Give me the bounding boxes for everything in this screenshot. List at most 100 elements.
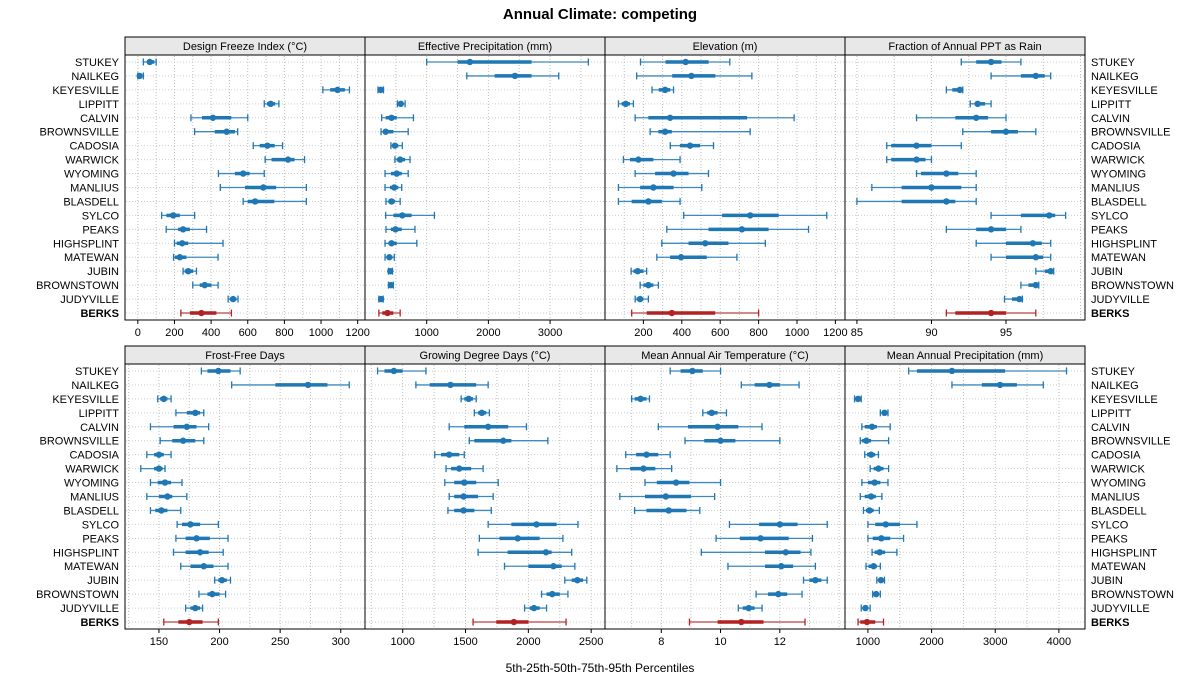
median-dot — [987, 58, 995, 66]
median-dot — [881, 409, 888, 417]
median-dot — [757, 535, 764, 542]
median-dot — [782, 549, 789, 556]
median-dot — [399, 212, 406, 219]
station-label-right: CADOSIA — [1091, 450, 1141, 462]
median-dot — [179, 437, 187, 444]
median-dot — [514, 535, 521, 542]
station-label-left: MATEWAN — [64, 252, 119, 264]
median-dot — [987, 226, 995, 233]
station-label-left: CALVIN — [80, 113, 119, 125]
panel-title: Mean Annual Air Temperature (°C) — [641, 350, 808, 362]
median-dot — [746, 212, 754, 219]
median-dot — [1002, 128, 1010, 135]
median-dot — [812, 576, 819, 584]
median-dot — [542, 549, 550, 556]
station-label-right: CALVIN — [1091, 113, 1130, 125]
median-dot — [1046, 212, 1053, 219]
median-dot — [956, 86, 963, 94]
median-dot — [264, 142, 271, 149]
median-dot — [677, 254, 685, 261]
station-label-left: LIPPITT — [79, 408, 120, 420]
station-label-right: STUKEY — [1091, 57, 1136, 69]
median-dot — [862, 604, 869, 612]
station-label-left: STUKEY — [75, 366, 120, 378]
median-dot — [229, 295, 237, 303]
median-dot — [239, 170, 247, 177]
station-label-right: JUDYVILLE — [1091, 603, 1150, 615]
x-tick-label: 600 — [711, 327, 729, 339]
x-tick-label: 200 — [210, 636, 228, 648]
station-label-right: BERKS — [1091, 308, 1130, 320]
median-dot — [390, 367, 398, 375]
station-label-left: MANLIUS — [70, 183, 119, 195]
median-dot — [530, 604, 538, 612]
median-dot — [643, 451, 650, 458]
median-dot — [192, 409, 199, 417]
median-dot — [478, 409, 486, 417]
median-dot — [445, 451, 453, 458]
median-dot — [465, 395, 472, 403]
x-tick-label: 250 — [271, 636, 289, 648]
median-dot — [183, 423, 191, 430]
station-label-left: STUKEY — [75, 57, 120, 69]
median-dot — [550, 563, 557, 570]
station-label-left: HIGHSPLINT — [53, 547, 119, 559]
station-label-right: MATEWAN — [1091, 561, 1146, 573]
median-dot — [161, 479, 169, 486]
median-dot — [209, 114, 217, 121]
panel-title: Effective Precipitation (mm) — [418, 41, 552, 53]
station-label-left: KEYESVILLE — [52, 394, 119, 406]
x-tick-label: 200 — [634, 327, 652, 339]
median-dot — [185, 267, 192, 275]
x-tick-label: 1200 — [345, 327, 369, 339]
station-label-right: KEYESVILLE — [1091, 394, 1158, 406]
median-dot — [186, 618, 193, 626]
median-dot — [635, 156, 642, 163]
median-dot — [396, 156, 404, 163]
station-label-right: WYOMING — [1091, 478, 1146, 490]
median-dot — [650, 184, 657, 191]
median-dot — [391, 184, 398, 191]
median-dot — [160, 395, 167, 403]
median-dot — [665, 507, 672, 514]
median-dot — [948, 367, 956, 375]
median-dot — [877, 576, 885, 584]
station-label-right: MANLIUS — [1091, 492, 1140, 504]
median-dot — [689, 367, 696, 375]
station-label-left: BROWNSVILLE — [40, 127, 119, 139]
median-dot — [714, 423, 721, 430]
station-label-left: SYLCO — [82, 210, 120, 222]
median-dot — [146, 58, 153, 66]
panel-title: Design Freeze Index (°C) — [183, 41, 307, 53]
figure-title: Annual Climate: competing — [502, 6, 698, 23]
median-dot — [500, 437, 507, 444]
x-tick-label: 800 — [749, 327, 767, 339]
station-label-right: STUKEY — [1091, 366, 1136, 378]
median-dot — [392, 226, 399, 233]
x-tick-label: 85 — [851, 327, 863, 339]
panel-title: Frost-Free Days — [205, 350, 285, 362]
median-dot — [169, 212, 177, 219]
station-label-left: PEAKS — [82, 224, 119, 236]
median-dot — [387, 267, 394, 275]
x-tick-label: 2500 — [579, 636, 603, 648]
median-dot — [1016, 295, 1023, 303]
station-label-left: MANLIUS — [70, 492, 119, 504]
station-label-left: BLASDELL — [63, 505, 119, 517]
station-label-left: WYOMING — [64, 169, 119, 181]
median-dot — [682, 58, 689, 66]
median-dot — [943, 198, 950, 205]
median-dot — [201, 281, 208, 289]
median-dot — [176, 254, 183, 261]
median-dot — [688, 72, 695, 80]
x-tick-label: 1000 — [785, 327, 809, 339]
median-dot — [218, 576, 226, 584]
median-dot — [388, 114, 395, 121]
median-dot — [634, 267, 641, 275]
median-dot — [192, 604, 199, 612]
x-tick-label: 150 — [150, 636, 168, 648]
station-label-right: BROWNSVILLE — [1091, 436, 1170, 448]
median-dot — [251, 198, 259, 205]
